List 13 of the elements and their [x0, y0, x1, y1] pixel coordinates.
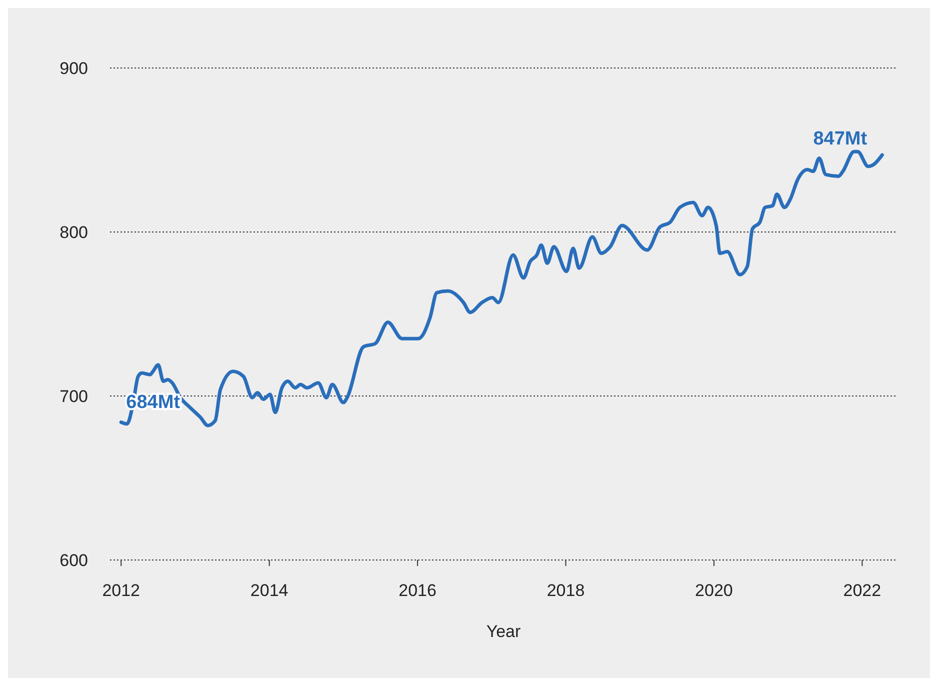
x-tick-label: 2020	[695, 581, 733, 600]
y-tick-label: 600	[60, 550, 88, 570]
x-tick-label: 2018	[546, 581, 585, 600]
x-tick-label: 2016	[398, 581, 436, 600]
y-tick-label: 900	[60, 58, 88, 78]
x-axis-title: Year	[486, 622, 522, 641]
x-tick-label: 2022	[843, 581, 882, 600]
annotation: 847Mt	[813, 128, 868, 150]
x-tick-label: 2014	[250, 581, 288, 600]
y-tick-label: 700	[60, 386, 88, 406]
x-tick-label: 2012	[102, 581, 140, 600]
y-tick-label: 800	[60, 222, 88, 242]
line-series	[119, 150, 884, 428]
